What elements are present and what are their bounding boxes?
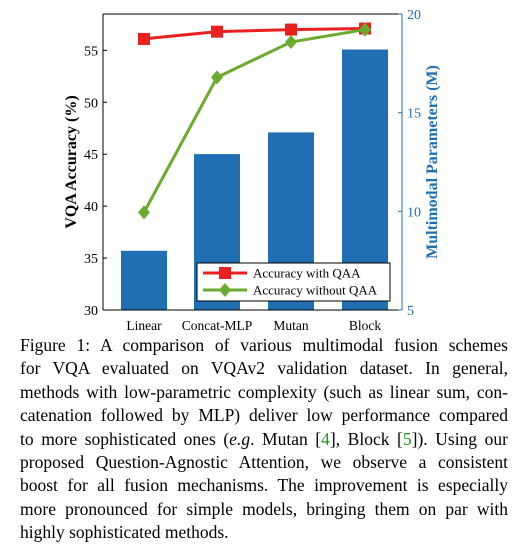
bar-linear (121, 250, 167, 310)
citation-link[interactable]: 4 (321, 428, 330, 449)
caption-line: for VQA evaluated on VQAv2 validation da… (20, 358, 508, 379)
marker-diamond (138, 205, 150, 220)
x-tick-label: Block (349, 318, 381, 330)
marker-diamond (211, 70, 223, 85)
x-tick-label: Linear (126, 318, 162, 330)
caption-line: proposed Question-Agnostic Attention, we… (20, 452, 508, 473)
marker-square (138, 32, 150, 45)
y-tick-label: 55 (84, 44, 98, 59)
y-tick-label: 30 (84, 304, 98, 319)
y2-tick-label: 10 (407, 205, 421, 220)
marker-diamond (359, 22, 371, 37)
y2-tick-label: 15 (407, 107, 421, 122)
legend-marker-square (219, 267, 231, 279)
caption-line: more pronounced for simple models, bring… (20, 498, 508, 519)
y2-tick-label: 5 (407, 304, 414, 319)
legend-label: Accuracy without QAA (253, 283, 378, 298)
series-line-1 (143, 27, 366, 41)
figure-caption: Figure 1: A comparison of various multim… (20, 334, 508, 545)
y-axis-title: VQA Accuracy (%) (63, 95, 80, 228)
legend-marker-diamond (219, 283, 231, 297)
legend-label: Accuracy with QAA (253, 266, 361, 281)
caption-line: catenation followed by MLP) deliver low … (20, 405, 508, 426)
x-tick-label: Concat-MLP (182, 318, 253, 330)
marker-diamond (285, 35, 297, 50)
caption-line: Figure 1: A comparison of various multim… (20, 335, 508, 355)
y-tick-label: 50 (84, 96, 98, 111)
caption-line: methods with low-parametric complexity (… (20, 381, 508, 402)
y2-axis-title: Multimodal Parameters (M) (424, 65, 441, 259)
series-line-2 (142, 28, 366, 214)
marker-square (285, 23, 297, 36)
caption-line: to more sophisticated ones (e.g. Mutan [… (20, 428, 508, 449)
caption-line: highly sophisticated methods. (20, 522, 229, 543)
y-tick-label: 35 (84, 252, 98, 267)
marker-square (211, 25, 223, 38)
caption-emphasis: e.g (229, 428, 251, 449)
citation-link[interactable]: 5 (402, 428, 412, 449)
caption-line: boost for all fusion mechanisms. The imp… (20, 475, 508, 496)
y-tick-label: 40 (84, 200, 98, 215)
y-tick-label: 45 (84, 148, 98, 163)
x-tick-label: Mutan (273, 318, 308, 330)
y2-tick-label: 20 (407, 8, 421, 23)
